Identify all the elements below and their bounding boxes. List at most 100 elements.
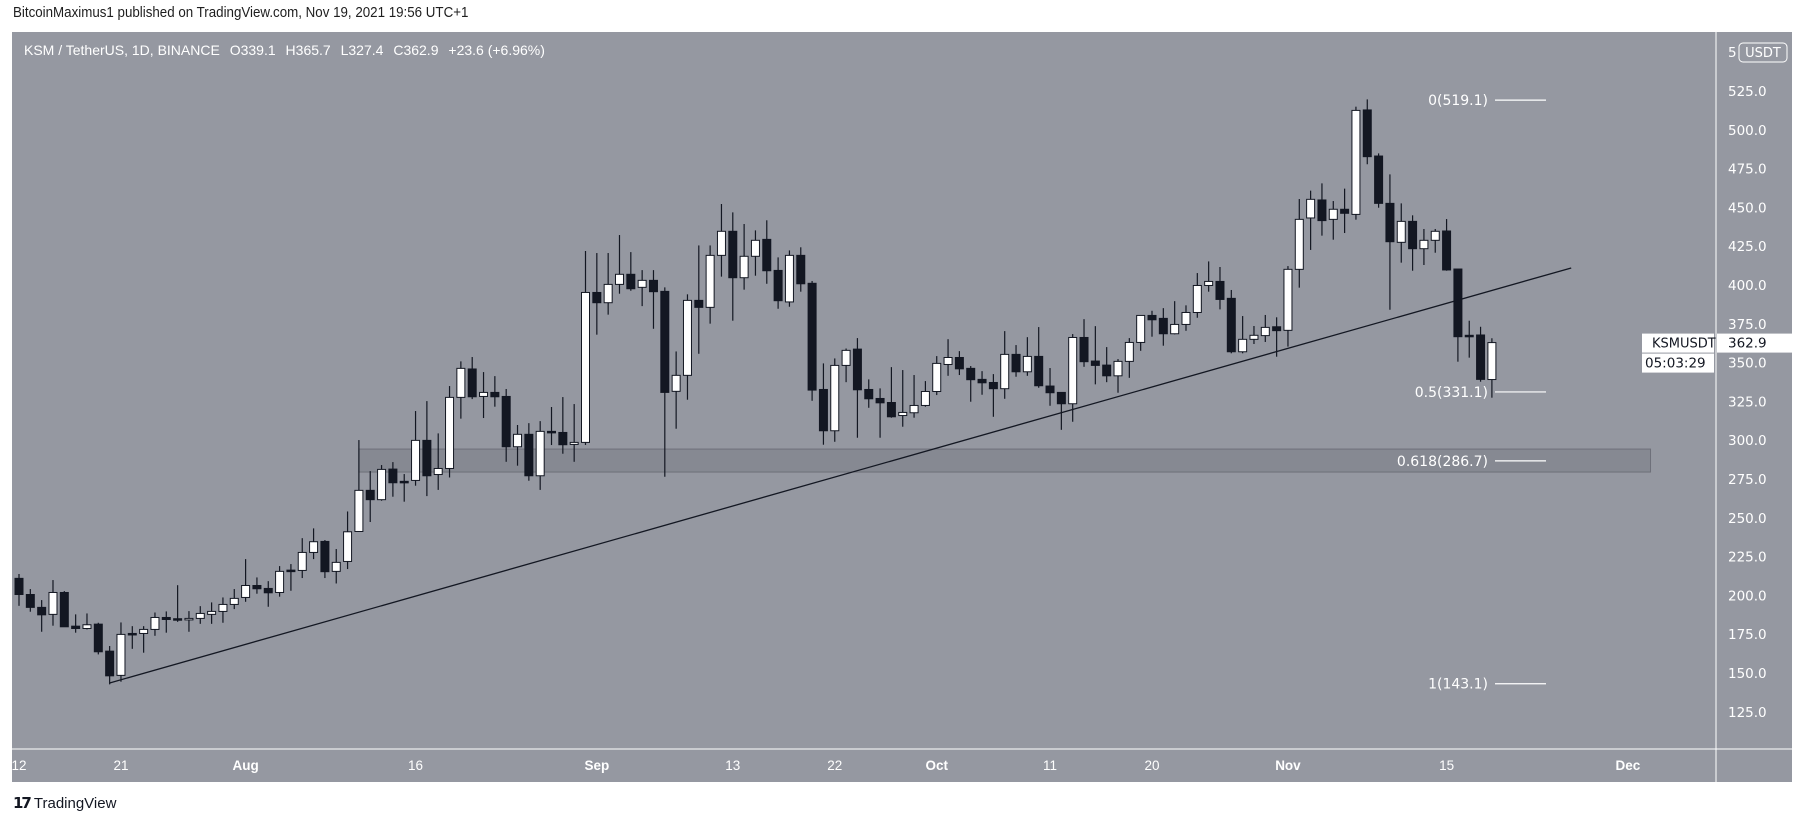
time-axis[interactable]: 12 21 Aug 16 Sep 13 22 Oct 11 20 Nov 15 Dec <box>11 758 1640 773</box>
candle-down <box>388 468 398 484</box>
candle-up <box>841 349 851 366</box>
candle-down <box>252 584 262 590</box>
candle-up <box>411 439 421 481</box>
candle-up <box>1260 326 1270 337</box>
candle-up <box>920 390 930 406</box>
candle-down <box>728 230 738 279</box>
tradingview-logo[interactable]: 17 TradingView <box>13 794 116 812</box>
time-tick-label: Oct <box>925 758 948 773</box>
candle-down <box>173 618 183 621</box>
candle-up <box>275 570 285 593</box>
candle-up <box>943 356 953 365</box>
tradingview-brand: TradingView <box>33 794 117 812</box>
time-tick-label: 21 <box>113 758 128 773</box>
bar-countdown-tag <box>1642 353 1714 373</box>
candle-down <box>626 273 636 290</box>
price-tick-label-partial: 5 <box>1728 45 1737 61</box>
candle-up <box>1113 360 1123 377</box>
price-axis[interactable]: 525.0 500.0 475.0 450.0 425.0 400.0 375.0 350.0… <box>1717 42 1799 721</box>
candle-up <box>241 584 251 598</box>
candle-up <box>1124 341 1134 362</box>
candle-up <box>614 273 624 285</box>
symbol-legend: KSM / TetherUS, 1D, BINANCE O339.1 H365.… <box>24 42 551 58</box>
symbol-tag <box>1642 333 1714 353</box>
time-tick-label: 13 <box>725 758 740 773</box>
candle-down <box>592 291 602 304</box>
candle-up <box>1487 342 1497 381</box>
candle-down <box>1317 199 1327 222</box>
candle-up <box>716 230 726 256</box>
price-tick-label: 425.0 <box>1728 239 1767 255</box>
candle-down <box>365 489 375 501</box>
candle-down <box>1034 355 1044 387</box>
candle-down <box>1408 220 1418 250</box>
candle-down <box>286 569 296 573</box>
candle-down <box>796 254 806 285</box>
candle-up <box>1192 284 1202 313</box>
candle-down <box>1147 314 1157 321</box>
candle-up <box>456 367 466 398</box>
price-tick-label: 200.0 <box>1728 588 1767 604</box>
chart-frame[interactable] <box>12 32 1792 782</box>
candle-up <box>750 239 760 257</box>
candle-down <box>14 577 24 596</box>
candle-down <box>954 356 964 370</box>
candle-down <box>1340 208 1350 214</box>
time-tick-label: Nov <box>1275 758 1301 773</box>
candle-down <box>467 368 477 398</box>
candle-down <box>105 650 115 677</box>
candle-up <box>139 628 149 634</box>
candle-down <box>127 632 137 636</box>
candle-down <box>1045 385 1055 394</box>
candle-up <box>1181 311 1191 325</box>
publisher-caption: BitcoinMaximus1 published on TradingView… <box>13 5 469 21</box>
candle-up <box>218 603 228 612</box>
candle-up <box>150 616 160 630</box>
candle-down <box>1453 268 1463 338</box>
candle-up <box>1294 218 1304 270</box>
candle-up <box>682 299 692 376</box>
price-tick-label: 225.0 <box>1728 550 1767 566</box>
candle-up <box>535 430 545 477</box>
currency-badge <box>1738 42 1788 63</box>
low-label: L <box>340 42 349 58</box>
open-value: 339.1 <box>240 42 276 58</box>
candle-up <box>1283 268 1293 331</box>
candle-up <box>433 467 443 476</box>
candle-up <box>343 531 353 562</box>
candle-down <box>852 348 862 391</box>
candle-up <box>513 433 523 448</box>
candle-down <box>25 594 35 608</box>
candle-down <box>547 430 557 434</box>
candle-up <box>297 551 307 571</box>
change-value: +23.6 (+6.96%) <box>448 42 545 58</box>
bar-countdown: 05:03:29 <box>1645 356 1706 372</box>
ascending-trendline <box>109 267 1572 684</box>
candle-up <box>1204 280 1214 286</box>
candle-up <box>1170 323 1180 335</box>
candle-down <box>490 391 500 398</box>
price-tick-label: 350.0 <box>1728 356 1767 372</box>
price-tick-label: 475.0 <box>1728 162 1767 178</box>
candle-up <box>309 541 319 553</box>
plot-area <box>14 99 1652 685</box>
candle-down <box>161 616 171 620</box>
price-tick-label: 150.0 <box>1728 666 1767 682</box>
candle-down <box>648 279 658 293</box>
price-tick-label: 375.0 <box>1728 317 1767 333</box>
candle-up <box>739 255 749 279</box>
high-value: 365.7 <box>295 42 331 58</box>
candle-up <box>354 489 364 532</box>
candle-down <box>694 299 704 308</box>
candle-up <box>82 624 92 629</box>
price-tick-label: 125.0 <box>1728 705 1767 721</box>
time-tick-label: 22 <box>827 758 842 773</box>
symbol-tag-label: KSMUSDT <box>1652 337 1716 352</box>
candle-down <box>966 367 976 381</box>
candle-up <box>603 283 613 304</box>
price-tick-label: 450.0 <box>1728 200 1767 216</box>
price-tick-label: 500.0 <box>1728 123 1767 139</box>
candle-up <box>1249 334 1259 340</box>
candle-down <box>660 290 670 393</box>
